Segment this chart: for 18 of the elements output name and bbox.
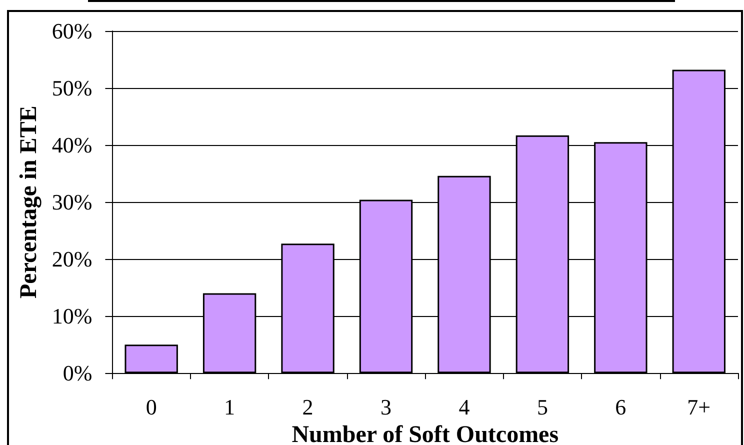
x-tick-label: 1 — [224, 394, 236, 420]
y-tick-label: 40% — [52, 132, 92, 158]
x-tick-label: 6 — [615, 394, 626, 420]
y-tick-label: 10% — [52, 304, 92, 329]
x-tick-label: 7+ — [687, 394, 711, 420]
y-tick-label: 50% — [52, 76, 92, 101]
x-tick-label: 0 — [146, 394, 157, 420]
x-axis-title: Number of Soft Outcomes — [292, 422, 559, 445]
bar — [124, 344, 178, 374]
x-tick-label: 2 — [302, 394, 314, 420]
x-tick-label: 3 — [380, 394, 392, 420]
x-tick-label: 5 — [536, 394, 548, 420]
x-tick-label: 4 — [458, 394, 470, 420]
y-tick-label: 20% — [52, 246, 92, 272]
y-tick-label: 0% — [62, 360, 92, 386]
y-axis-title: Percentage in ETE — [16, 106, 42, 298]
y-tick-label: 30% — [52, 190, 92, 215]
y-tick-label: 60% — [52, 18, 92, 44]
